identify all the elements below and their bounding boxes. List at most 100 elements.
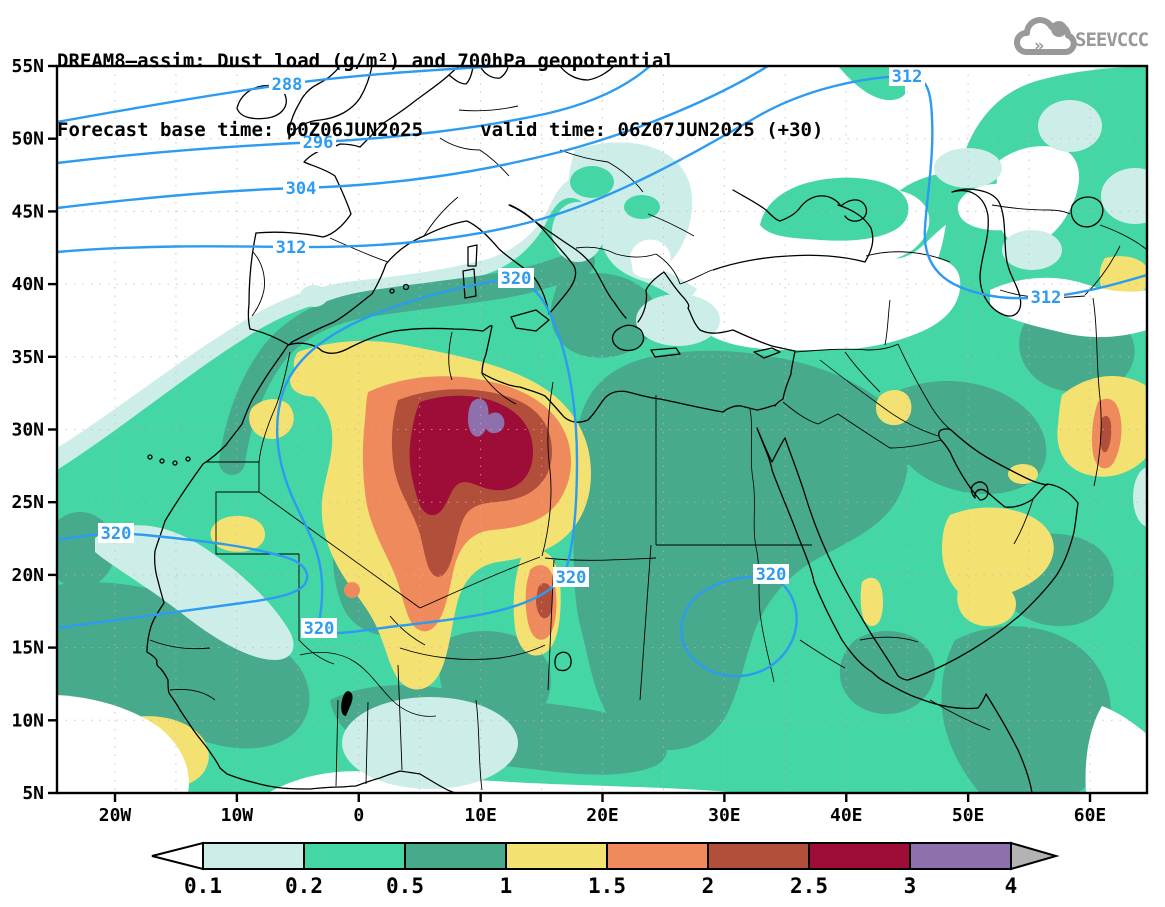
- colorbar-label: 1.5: [588, 874, 626, 898]
- nile-river: [749, 408, 775, 683]
- coastline-north-africa: [287, 325, 776, 423]
- coastline-turkey-south: [687, 307, 796, 407]
- coastline-blacksea-south: [712, 204, 874, 271]
- dust-region: [860, 577, 883, 626]
- coastline-persian-gulf-north: [950, 429, 1048, 486]
- dust-region: [289, 364, 341, 397]
- clear-region: [689, 257, 961, 351]
- dust-region: [876, 390, 912, 426]
- geopotential-label: 304: [286, 179, 317, 199]
- geopotential-label-box: [1028, 287, 1064, 307]
- map-plot: 288 296 304 312 312 312 320 320 320 320 320 55N 50N…: [11, 56, 1149, 826]
- coastline-uk: [288, 66, 373, 140]
- title-line-2: Forecast base time: 00Z06JUN2025 valid t…: [57, 119, 824, 141]
- dust-region: [892, 381, 1047, 495]
- colorbar-label: 2.5: [790, 874, 828, 898]
- country-border: [389, 615, 546, 791]
- colorbar-label: 2: [702, 874, 715, 898]
- coastline-crete-cyprus: [650, 347, 781, 359]
- colorbar-label: 3: [904, 874, 917, 898]
- dust-region: [342, 697, 518, 789]
- coastline-aral: [1070, 196, 1104, 228]
- lat-label: 5N: [22, 783, 44, 804]
- geopotential-304: [57, 66, 770, 210]
- coastline-iberia: [247, 232, 425, 346]
- logo-text: SEEVCCC: [1075, 29, 1149, 51]
- svg-text:»: »: [1034, 36, 1044, 56]
- coastline-peloponnese: [611, 324, 645, 352]
- lake-chad: [554, 651, 572, 672]
- geopotential-320-loop: [275, 276, 579, 635]
- lon-label: 50E: [952, 805, 985, 826]
- lon-label: 30E: [708, 805, 741, 826]
- dust-region: [468, 398, 489, 437]
- lake-volta: [341, 691, 353, 716]
- dust-fill-layer: [57, 66, 1147, 793]
- lat-label: 15N: [11, 638, 44, 659]
- colorbar-segment: [808, 842, 911, 870]
- dust-region: [484, 412, 505, 434]
- canary-island: [147, 454, 153, 460]
- cloud-icon: »: [1014, 17, 1077, 56]
- geopotential-label-box: [889, 66, 925, 86]
- dust-region: [941, 626, 1112, 793]
- chart-title: DREAM8–assim: Dust load (g/m²) and 700hP…: [57, 4, 823, 188]
- colorbar-segment: [404, 842, 507, 870]
- coastline-sardinia: [462, 244, 478, 299]
- canary-island: [172, 460, 178, 466]
- geopotential-label: 320: [101, 524, 132, 544]
- lon-label: 20E: [586, 805, 619, 826]
- dust-region: [1008, 464, 1038, 484]
- dust-region: [300, 285, 328, 307]
- country-border: [251, 237, 389, 317]
- dust-region: [95, 525, 294, 660]
- dust-region: [957, 580, 1016, 627]
- dust-region: [760, 177, 909, 241]
- lat-label: 20N: [11, 565, 44, 586]
- dust-region: [570, 166, 614, 198]
- dust-region: [636, 294, 720, 346]
- geopotential-label-box: [273, 237, 309, 257]
- geopotential-label: 320: [556, 568, 587, 588]
- canary-island: [185, 456, 191, 462]
- geopotential-label-box: [498, 268, 534, 288]
- coastline-gulf-of-aden: [886, 682, 1033, 793]
- lon-label: 60E: [1074, 805, 1107, 826]
- geopotential-label-box: [269, 74, 305, 94]
- dust-region: [210, 515, 265, 552]
- country-border: [205, 351, 291, 463]
- geopotential-label: 312: [276, 238, 307, 258]
- lon-label: 0: [353, 805, 364, 826]
- seevccc-logo: » SEEVCCC: [1014, 17, 1150, 56]
- country-border: [335, 664, 403, 787]
- colorbar-segment: [202, 842, 305, 870]
- lat-label: 35N: [11, 347, 44, 368]
- lat-label: 45N: [11, 201, 44, 222]
- coastline-caspian: [951, 188, 1022, 317]
- lon-label: 20W: [99, 805, 132, 826]
- dust-region: [839, 631, 936, 714]
- coastline-aegean: [637, 271, 690, 323]
- geopotential-296: [57, 66, 652, 165]
- country-border: [544, 395, 812, 701]
- clear-region: [1085, 706, 1147, 793]
- lat-label: 30N: [11, 420, 44, 441]
- title-line-1: DREAM8–assim: Dust load (g/m²) and 700hP…: [57, 50, 675, 72]
- colorbar-label: 4: [1005, 874, 1018, 898]
- canary-island: [159, 458, 165, 464]
- colorbar-label: 0.5: [386, 874, 424, 898]
- coastline-france: [255, 66, 460, 238]
- lat-label: 50N: [11, 129, 44, 150]
- lat-label: 40N: [11, 274, 44, 295]
- coastline-blacksea-north: [732, 189, 868, 222]
- country-border: [799, 639, 991, 731]
- geopotential-labels: 288 296 304 312 312 312 320 320 320 320 320: [98, 66, 1064, 639]
- axes: 55N 50N 45N 40N 35N 30N 25N 20N 15N 10N 5N 20W 10W 0 1…: [11, 56, 1106, 826]
- colorbar-label: 1: [500, 874, 513, 898]
- geopotential-label-box: [301, 618, 337, 638]
- coastline-west-africa: [146, 344, 456, 793]
- country-border: [865, 251, 951, 346]
- colorbar-segment: [505, 842, 608, 870]
- colorbar-segment: [909, 842, 1012, 870]
